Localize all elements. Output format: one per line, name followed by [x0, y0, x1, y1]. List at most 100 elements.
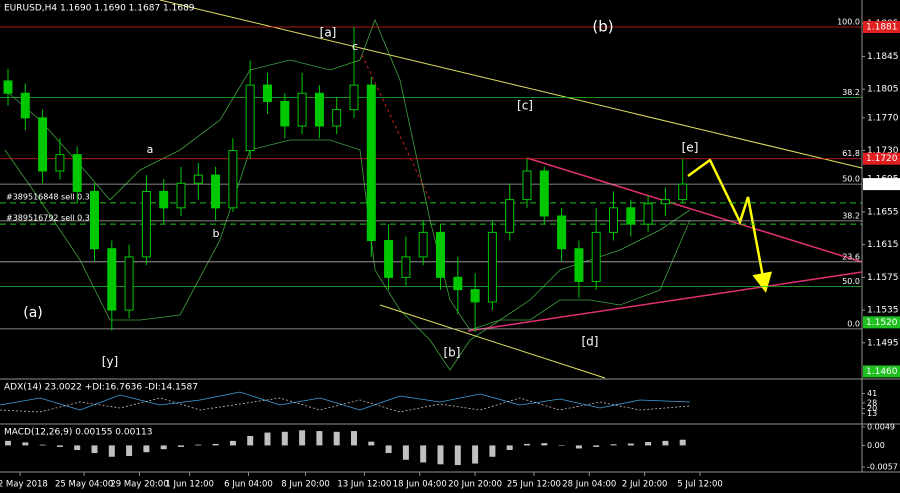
candle-body	[401, 256, 411, 278]
macd-bar	[39, 444, 46, 446]
macd-bar	[541, 443, 548, 446]
macd-bar	[56, 445, 63, 447]
price-tag	[863, 178, 900, 191]
wave-line	[361, 54, 431, 201]
macd-bar	[454, 445, 461, 466]
y-tick-label: 1.1655	[867, 207, 899, 217]
candle-body	[349, 84, 359, 111]
wave-label: b	[213, 227, 220, 240]
macd-title: MACD(12,26,9) 0.00155 0.00113	[4, 428, 153, 438]
candle-body	[626, 207, 636, 225]
price-tag-label: 1.1689	[866, 180, 898, 190]
price-tag-label: 1.1720	[866, 154, 898, 164]
macd-bar	[178, 445, 184, 447]
macd-bar	[558, 445, 565, 446]
candle-body	[366, 84, 376, 242]
wave-label: [b]	[444, 346, 461, 360]
price-tag	[863, 365, 900, 378]
macd-tick-label: 0.0049	[867, 422, 895, 431]
adx-tick-label: 20	[867, 404, 877, 413]
price-tag	[863, 21, 900, 33]
candle-body	[591, 231, 601, 282]
candle-body	[20, 92, 30, 119]
candle-body	[487, 231, 497, 303]
candle-body	[3, 80, 13, 94]
adx-tick-label: 13	[867, 409, 877, 418]
x-tick-label: 1 Jun 12:00	[165, 480, 214, 490]
x-tick-label: 22 May 2018	[0, 480, 48, 490]
x-tick-label: 25 May 04:00	[55, 480, 113, 490]
x-tick-label: 6 Jun 04:00	[224, 480, 273, 490]
adx-tick-label: 41	[867, 389, 877, 398]
fib-label: 50.0	[842, 175, 860, 184]
candle-body	[418, 231, 428, 258]
candle-body	[280, 100, 290, 127]
macd-bar	[351, 431, 357, 446]
candle-body	[574, 248, 584, 282]
candle-body	[245, 84, 255, 152]
price-tag	[863, 316, 900, 329]
macd-bar	[489, 445, 496, 457]
band-line	[4, 18, 691, 331]
price-tag-label: 1.1520	[866, 318, 898, 328]
candle-body	[539, 170, 549, 217]
candle-body	[643, 203, 653, 225]
macd-bar	[281, 431, 288, 446]
macd-bar	[627, 443, 634, 446]
macd-bar	[679, 439, 686, 446]
fib-label: 0.0	[847, 319, 860, 328]
y-tick-label: 1.1730	[867, 146, 899, 156]
candle-body	[453, 276, 463, 291]
candle-body	[176, 182, 186, 209]
candle-body	[263, 84, 272, 102]
macd-bar	[402, 445, 409, 460]
candle-body	[297, 92, 307, 127]
macd-bar	[385, 445, 392, 453]
candle-body	[678, 183, 688, 201]
candle-body	[522, 170, 532, 201]
x-tick-label: 28 Jun 04:00	[562, 480, 616, 490]
adx-title: ADX(14) 23.0022 +DI:16.7636 -DI:14.1587	[4, 383, 198, 393]
adx-line	[0, 391, 691, 411]
candle-body	[609, 207, 618, 233]
candle-body	[38, 117, 48, 172]
candle-body	[193, 174, 203, 184]
x-tick-label: 18 Jun 04:00	[393, 480, 447, 490]
fib-label: 38.2	[842, 88, 860, 97]
macd-bar	[593, 445, 600, 447]
wave-label: c	[352, 40, 358, 53]
candle-body	[436, 231, 445, 278]
macd-bar	[472, 445, 479, 464]
fib-label: 50.0	[842, 277, 860, 286]
fib-label: 38.2	[842, 211, 860, 220]
candle-body	[314, 92, 324, 127]
candle-body	[141, 190, 151, 258]
order-label: #389516848 sell 0.30	[6, 192, 95, 201]
macd-bar	[247, 435, 254, 446]
macd-bar	[108, 445, 115, 457]
fib-label: 100.0	[837, 18, 860, 27]
wave-label: [e]	[682, 141, 699, 155]
y-tick-label: 1.1535	[867, 306, 899, 316]
macd-bar	[91, 445, 98, 453]
trendline	[467, 271, 863, 332]
candle-body	[55, 154, 65, 172]
macd-bar	[160, 445, 167, 450]
fib-label: 23.6	[842, 252, 860, 261]
wave-label: (b)	[592, 18, 613, 36]
x-tick-label: 2 Jul 20:00	[622, 480, 668, 490]
macd-bar	[645, 442, 652, 446]
candle-body	[505, 199, 515, 233]
macd-bar	[22, 442, 29, 446]
candle-body	[124, 256, 134, 311]
price-tag-label: 1.1460	[866, 367, 898, 377]
macd-bar	[212, 443, 219, 446]
chart-title: EURUSD,H4 1.1690 1.1690 1.1687 1.1689	[4, 4, 195, 14]
fib-label: 61.8	[842, 149, 860, 158]
candle-body	[90, 190, 99, 250]
candle-body	[332, 109, 342, 127]
y-tick-label: 1.1615	[867, 240, 899, 250]
y-tick-label: 1.1575	[867, 273, 899, 283]
candle-body	[72, 154, 82, 192]
